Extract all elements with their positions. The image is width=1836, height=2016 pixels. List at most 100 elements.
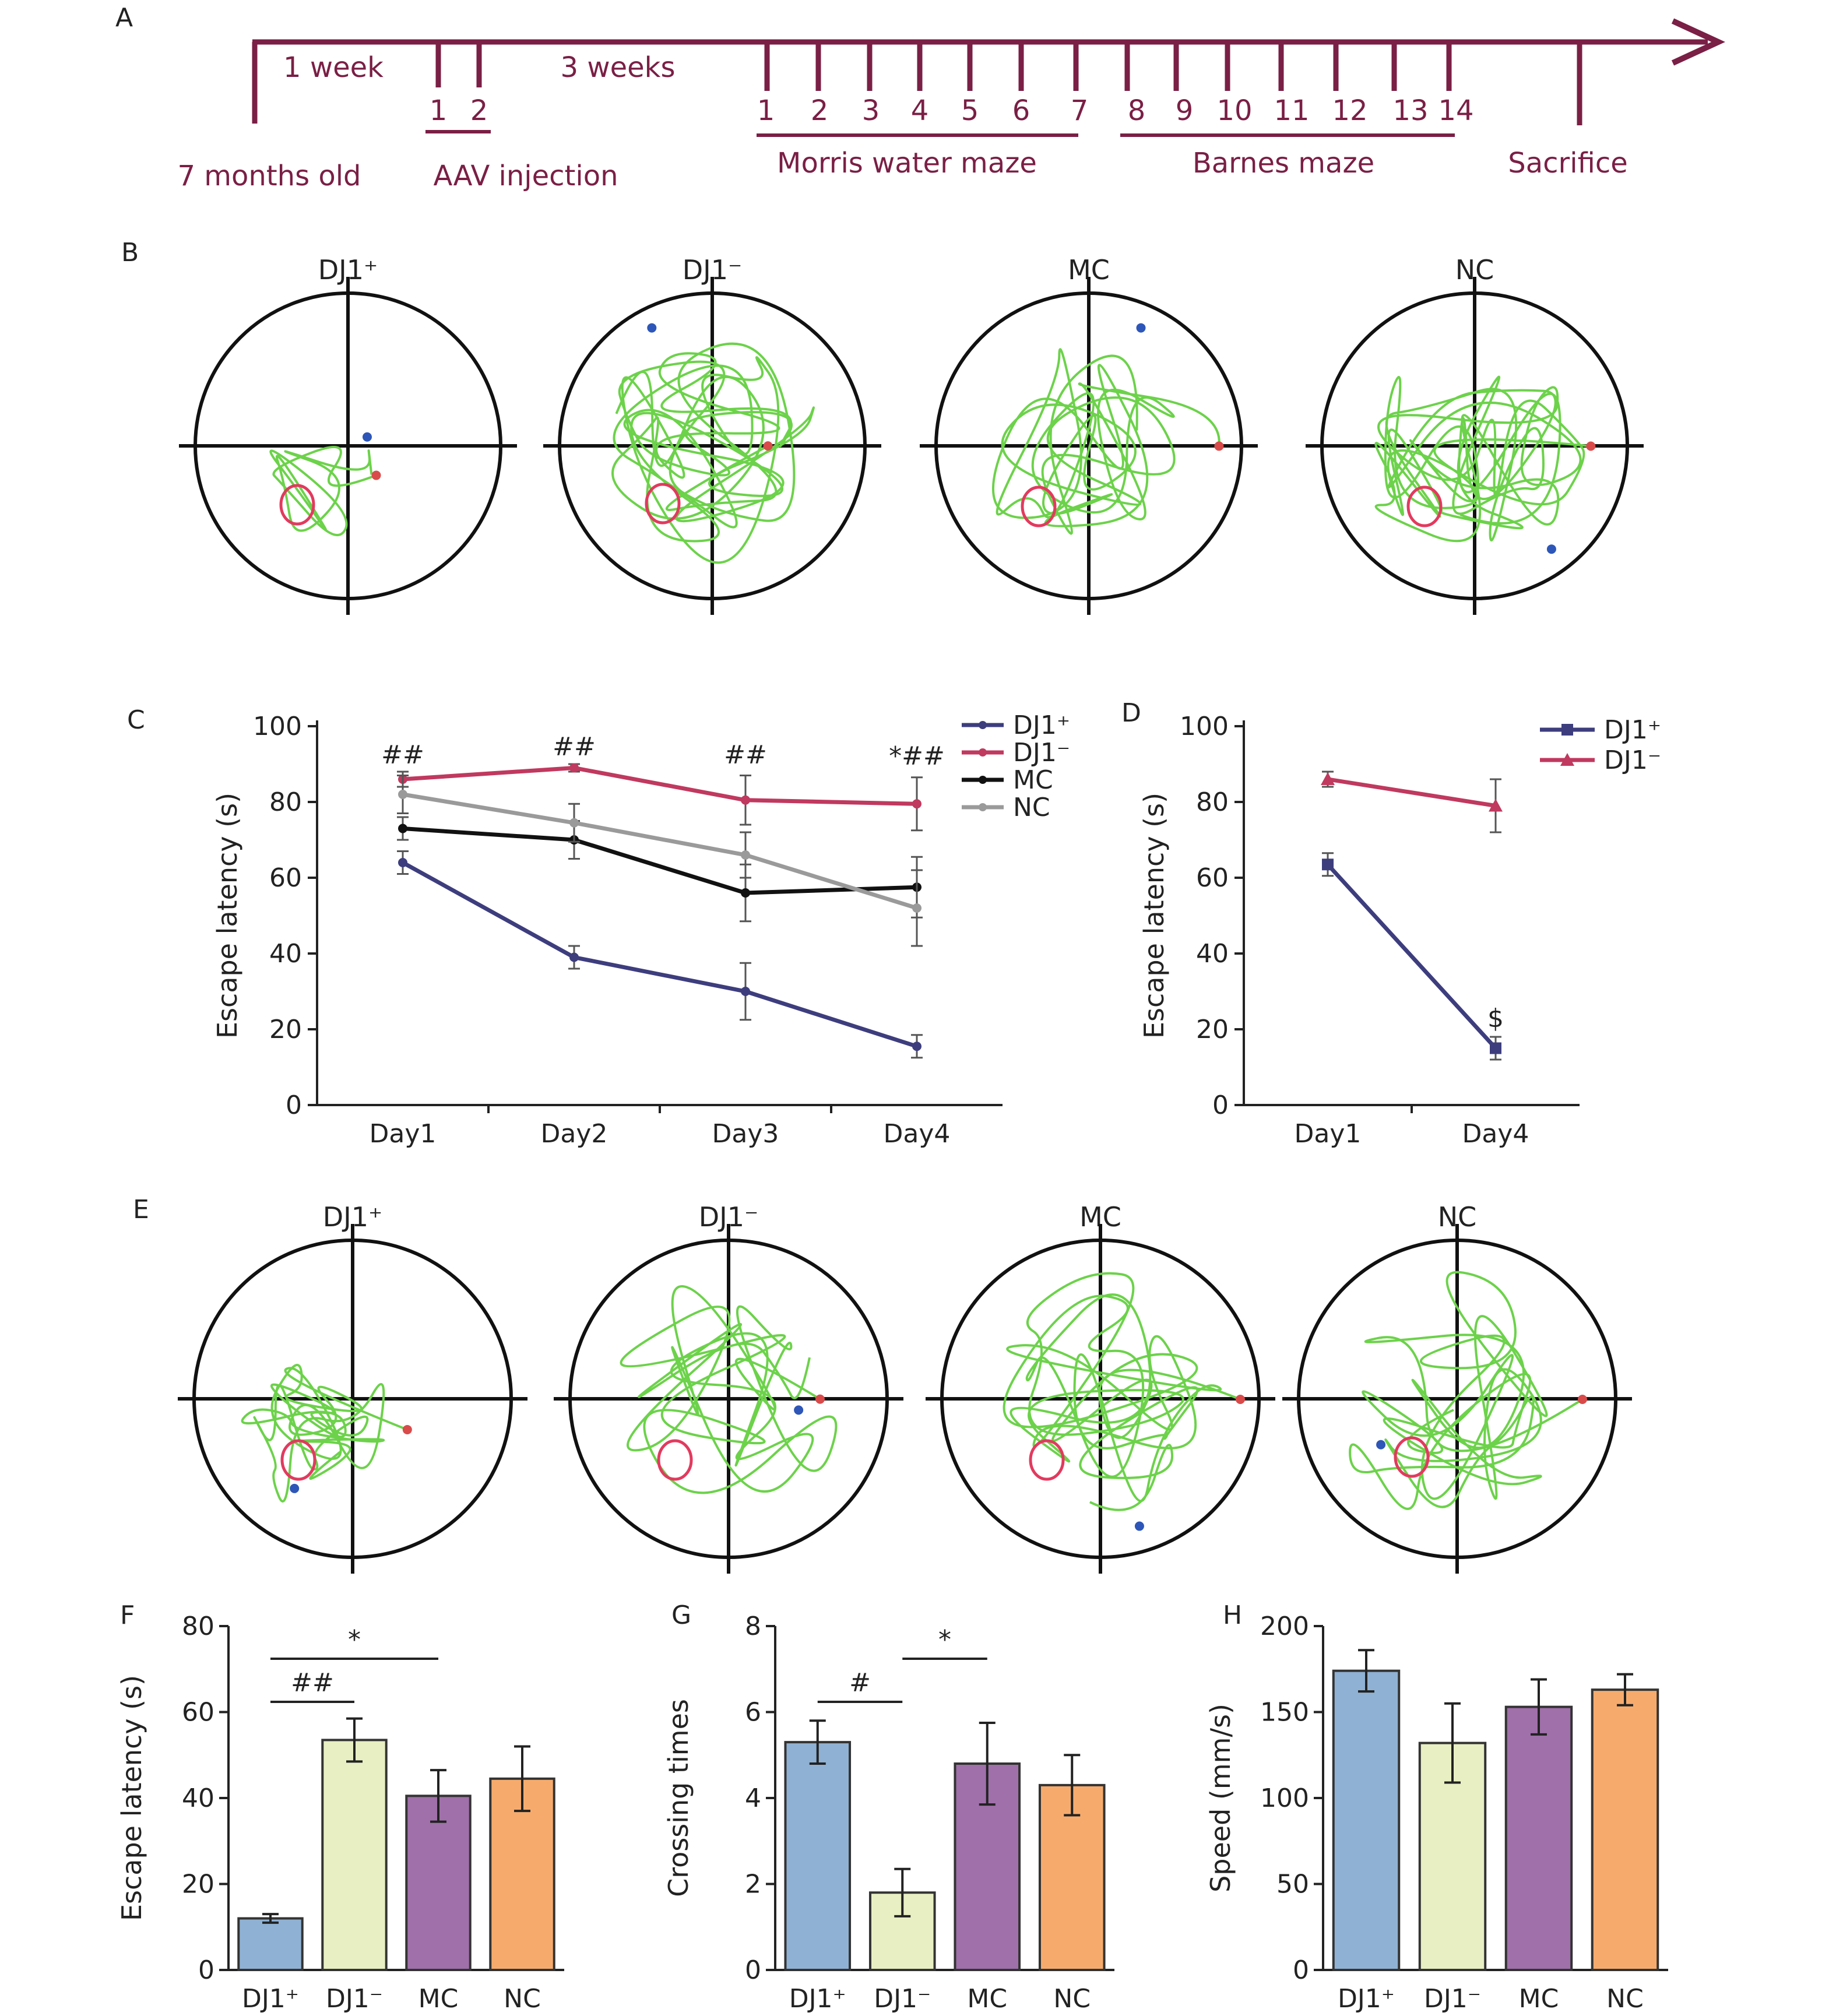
maze-e-dj1-minus-platform-ring	[657, 1439, 693, 1481]
chart-c-y-axis-title: Escape latency (s)	[212, 793, 243, 1039]
maze-e-dj1-minus-swim-track	[620, 1285, 838, 1494]
chart-c-ytick-label: 60	[269, 863, 302, 893]
maze-e-dj1-minus-start-dot	[815, 1394, 825, 1404]
maze-row-e: DJ1⁺ DJ1⁻ MC NC	[178, 1201, 1632, 1574]
chart-c-point	[912, 903, 921, 913]
maze-b-nc-end-dot	[1546, 544, 1556, 554]
mwm-day-3: 3	[862, 94, 880, 127]
chart-g: 0 2 4 6 8 Crossing times DJ1⁺ DJ1⁻ MC NC # *	[663, 1612, 1114, 2014]
chart-g-ytick-label: 2	[745, 1870, 761, 1899]
chart-d: 0 20 40 60 80 100 Day1 Day4 Escape latency (s) DJ…	[1138, 712, 1661, 1149]
maze-b-nc-platform-ring	[1406, 485, 1443, 527]
maze-e-nc-start-dot	[1577, 1395, 1587, 1405]
mwm-day-7: 7	[1071, 94, 1089, 127]
maze-b-mc: MC	[920, 254, 1258, 615]
mwm-day-2: 2	[811, 94, 829, 127]
panel-f-label: F	[120, 1600, 135, 1630]
panel-e: E DJ1⁺ DJ1⁻ MC NC	[133, 1195, 1632, 1574]
chart-f-bar-0	[237, 1917, 304, 1971]
maze-b-dj1-minus-start-dot	[763, 441, 773, 451]
panel-e-label: E	[133, 1195, 149, 1225]
maze-b-mc-swim-track	[992, 348, 1221, 535]
chart-c-series-line-0	[402, 860, 918, 1049]
panel-d: D 0 20 40 60 80 100 Day1 Day4 Escape latency (s)…	[1121, 698, 1661, 1149]
chart-h-ytick-label: 200	[1260, 1612, 1309, 1641]
maze-e-dj1-plus: DJ1⁺	[178, 1201, 527, 1574]
chart-d-y-axis-title: Escape latency (s)	[1138, 793, 1170, 1039]
panel-a-label: A	[115, 3, 133, 33]
chart-c-legend-label: DJ1⁺	[1013, 710, 1070, 740]
label-sacrifice: Sacrifice	[1508, 147, 1628, 180]
chart-d-ytick-label: 20	[1196, 1015, 1229, 1044]
maze-e-nc: NC	[1282, 1201, 1632, 1574]
chart-d-point	[1321, 772, 1335, 785]
panel-h-label: H	[1223, 1600, 1242, 1630]
maze-b-dj1-minus-platform-ring	[645, 483, 681, 525]
chart-c-ytick-label: 40	[269, 939, 302, 969]
chart-c-ytick-label: 100	[253, 712, 302, 741]
chart-h-ytick-label: 50	[1276, 1870, 1309, 1899]
maze-b-mc-end-dot	[1136, 323, 1146, 333]
chart-c-significance-mark: ##	[553, 732, 596, 762]
chart-g-significance-mark: #	[849, 1668, 871, 1698]
chart-h-bar-2	[1504, 1705, 1573, 1971]
chart-f-ytick-label: 20	[182, 1870, 214, 1899]
barnes-day-11: 11	[1274, 94, 1309, 127]
chart-c-legend-label: DJ1⁻	[1013, 738, 1070, 768]
chart-h-xtick-label: DJ1⁺	[1338, 1984, 1395, 2014]
maze-b-mc-start-dot	[1214, 441, 1224, 451]
chart-c-point	[912, 1042, 921, 1051]
panel-a: A 1 week 3 weeks	[115, 3, 1725, 192]
maze-b-mc-platform-ring	[1021, 485, 1057, 527]
aav-day-1: 1	[430, 94, 448, 127]
chart-d-point	[1322, 859, 1334, 871]
maze-b-dj1-plus-end-dot	[362, 432, 372, 442]
chart-g-ytick-label: 8	[745, 1612, 761, 1641]
timeline-day-labels: 1 2 1 2 3 4 5 6 7 8 9 10 11 12 13 14	[430, 94, 1474, 127]
chart-g-xtick-label: DJ1⁺	[789, 1984, 846, 2014]
maze-b-nc-swim-track	[1374, 375, 1591, 543]
maze-b-nc: NC	[1306, 254, 1644, 615]
chart-c-series-line-2	[402, 826, 917, 895]
chart-f-ytick-label: 40	[182, 1783, 214, 1813]
panel-g-label: G	[671, 1600, 691, 1630]
chart-c-series-line-1	[402, 765, 917, 806]
chart-c-point	[741, 795, 750, 805]
chart-c-significance-mark: ##	[724, 740, 767, 770]
chart-d-xtick-label: Day1	[1295, 1119, 1362, 1149]
chart-f-y-axis-title: Escape latency (s)	[116, 1675, 147, 1921]
timeline-axis	[252, 18, 1725, 137]
label-morris-water-maze: Morris water maze	[777, 147, 1037, 180]
chart-c-xtick-label: Day2	[541, 1119, 608, 1149]
barnes-day-13: 13	[1392, 94, 1428, 127]
chart-h-ytick-label: 0	[1293, 1955, 1309, 1985]
chart-d-ytick-label: 80	[1196, 787, 1229, 817]
chart-h-xtick-label: NC	[1606, 1984, 1644, 2014]
chart-h-y-axis-title: Speed (mm/s)	[1205, 1704, 1236, 1892]
maze-e-nc-platform-ring	[1394, 1436, 1430, 1478]
panel-g: G 0 2 4 6 8 Crossing times DJ1⁺ DJ1⁻ MC NC # *	[663, 1600, 1114, 2014]
panel-c-label: C	[127, 705, 145, 735]
maze-b-nc-start-dot	[1586, 441, 1596, 451]
chart-d-ytick-label: 60	[1196, 863, 1229, 893]
chart-g-xtick-label: DJ1⁻	[874, 1984, 931, 2014]
chart-c-legend-label: NC	[1013, 793, 1050, 822]
chart-c-significance-mark: ##	[381, 740, 424, 770]
chart-c-xtick-label: Day1	[370, 1119, 437, 1149]
chart-c-legend-marker	[979, 721, 987, 729]
maze-e-mc-platform-ring	[1029, 1439, 1065, 1481]
chart-g-xtick-label: NC	[1053, 1984, 1091, 2014]
maze-row-b: DJ1⁺ DJ1⁻ MC NC	[179, 254, 1644, 615]
maze-b-dj1-minus: DJ1⁻	[543, 254, 881, 615]
aav-day-2: 2	[470, 94, 488, 127]
label-3-weeks: 3 weeks	[561, 51, 676, 84]
maze-e-dj1-plus-platform-ring	[280, 1439, 316, 1481]
panel-b-label: B	[121, 238, 139, 268]
chart-c-point	[398, 824, 407, 833]
chart-f: 0 20 40 60 80 Escape latency (s) DJ1⁺ DJ1⁻ MC NC #…	[116, 1612, 564, 2014]
chart-d-point	[1490, 1042, 1501, 1054]
chart-h-xtick-label: MC	[1519, 1984, 1559, 2014]
chart-d-significance-mark: $	[1487, 1004, 1504, 1033]
chart-f-ytick-label: 80	[182, 1612, 214, 1641]
